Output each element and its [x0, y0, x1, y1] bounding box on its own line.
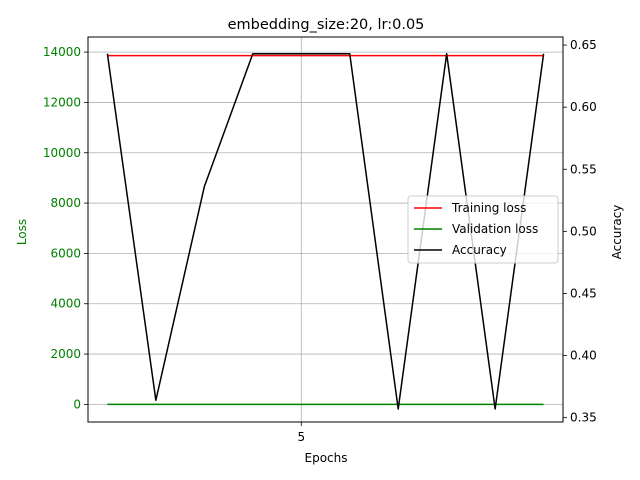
- legend-box: [407, 195, 559, 264]
- right-y-tick-label: 0.60: [570, 100, 597, 114]
- left-y-tick-label: 4000: [50, 297, 81, 311]
- left-y-tick-label: 10000: [43, 146, 81, 160]
- x-tick-label: 5: [297, 430, 305, 444]
- right-y-tick-label: 0.35: [570, 411, 597, 425]
- left-y-tick-label: 2000: [50, 347, 81, 361]
- left-y-tick-label: 14000: [43, 45, 81, 59]
- legend: Training loss Validation loss Accuracy: [407, 195, 559, 264]
- right-y-axis: 0.35 0.40 0.45 0.50 0.55 0.60 0.65: [563, 38, 597, 425]
- left-y-tick-label: 8000: [50, 196, 81, 210]
- x-axis: 5: [297, 422, 305, 444]
- legend-label-validation-loss: Validation loss: [452, 222, 538, 236]
- left-y-axis: 0 2000 4000 6000 8000 10000 12000 14000: [43, 45, 88, 411]
- left-y-tick-label: 12000: [43, 95, 81, 109]
- right-y-tick-label: 0.40: [570, 349, 597, 363]
- plot-frame: [87, 36, 564, 423]
- x-axis-title: Epochs: [305, 451, 348, 465]
- right-y-axis-title: Accuracy: [610, 205, 624, 260]
- right-y-tick-label: 0.55: [570, 162, 597, 176]
- right-y-tick-label: 0.50: [570, 224, 597, 238]
- chart-title: embedding_size:20, lr:0.05: [228, 17, 425, 33]
- left-y-axis-title: Loss: [15, 219, 29, 245]
- right-y-tick-label: 0.45: [570, 286, 597, 300]
- left-y-tick-label: 0: [73, 397, 81, 411]
- legend-label-training-loss: Training loss: [451, 201, 526, 215]
- right-y-tick-label: 0.65: [570, 38, 597, 52]
- left-y-tick-label: 6000: [50, 246, 81, 260]
- grid: [88, 37, 563, 422]
- legend-label-accuracy: Accuracy: [452, 243, 507, 257]
